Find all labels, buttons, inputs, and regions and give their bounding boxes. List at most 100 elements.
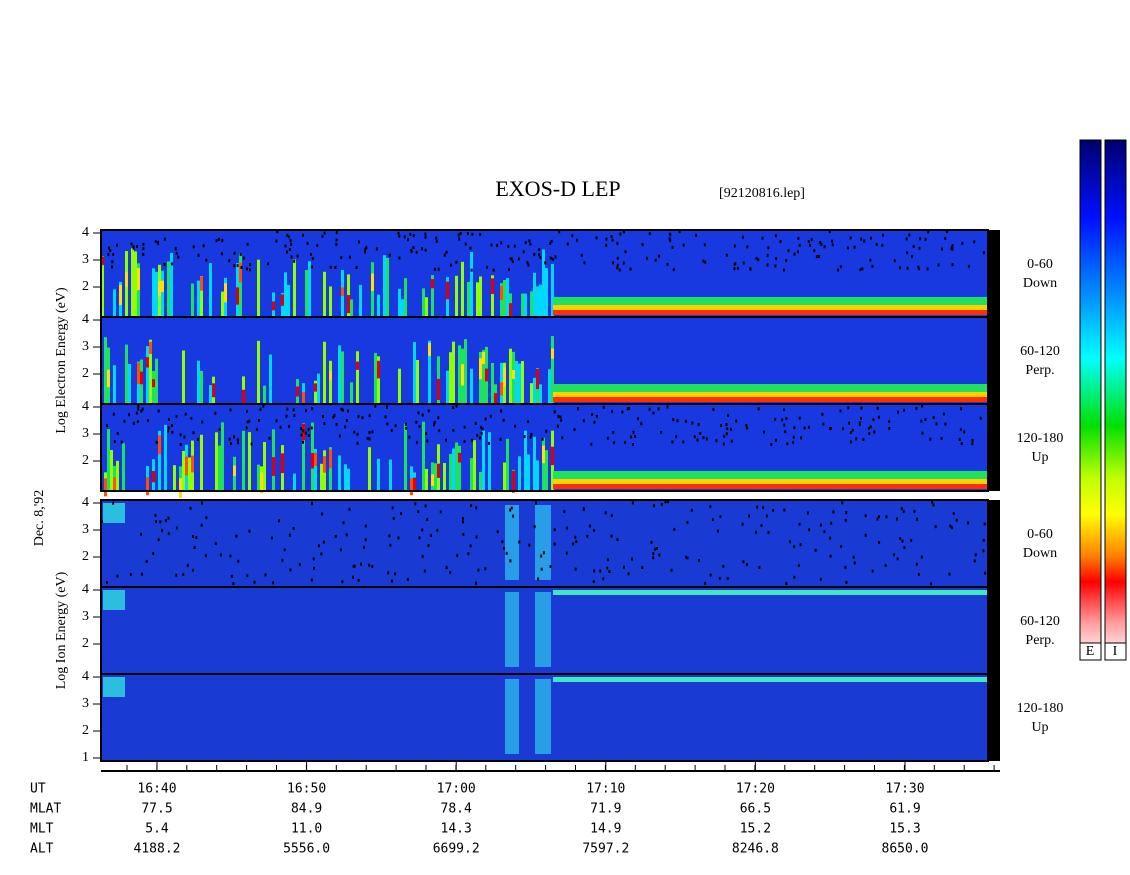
streak xyxy=(221,422,224,491)
dot xyxy=(912,244,915,248)
dot xyxy=(628,407,631,411)
blob xyxy=(103,677,125,697)
streak xyxy=(533,436,536,491)
dot xyxy=(940,247,943,251)
dot xyxy=(745,423,748,427)
dot xyxy=(641,243,644,247)
dot xyxy=(518,540,521,544)
streak xyxy=(398,288,401,317)
dot xyxy=(310,426,313,430)
dot xyxy=(433,420,436,424)
dot xyxy=(983,571,986,575)
streak xyxy=(521,293,524,317)
dot xyxy=(286,233,289,237)
dot xyxy=(179,442,182,446)
dot xyxy=(549,241,552,245)
dot xyxy=(916,517,919,521)
streak xyxy=(488,432,491,491)
dot xyxy=(514,424,517,428)
streak xyxy=(509,348,512,404)
dot xyxy=(488,441,491,445)
dot xyxy=(798,416,801,420)
dot xyxy=(982,538,985,542)
dot xyxy=(183,435,186,439)
dot xyxy=(574,535,577,539)
dot xyxy=(154,239,157,243)
dot xyxy=(510,506,513,510)
y-tick-label: 3 xyxy=(82,339,89,354)
dot xyxy=(652,411,655,415)
dot xyxy=(654,258,657,262)
dot xyxy=(697,558,700,562)
dot xyxy=(175,573,178,577)
dot xyxy=(475,581,478,585)
dot xyxy=(456,554,459,558)
dot xyxy=(275,419,278,423)
streak xyxy=(431,279,434,289)
dot xyxy=(507,245,510,249)
dot xyxy=(300,427,303,431)
dot xyxy=(844,565,847,569)
dot xyxy=(496,243,499,247)
dot xyxy=(540,567,543,571)
dot xyxy=(484,417,487,421)
dot xyxy=(523,435,526,439)
streak xyxy=(113,477,116,491)
streak xyxy=(413,477,416,490)
dot xyxy=(307,428,310,432)
dot xyxy=(709,573,712,577)
streak xyxy=(518,363,521,404)
streak xyxy=(101,256,104,266)
y-axis-label: Log Ion Energy (eV) xyxy=(54,571,69,689)
streak xyxy=(197,360,200,404)
dot xyxy=(875,242,878,246)
streak xyxy=(425,297,428,317)
dot xyxy=(983,522,986,526)
streak xyxy=(509,303,512,316)
dot xyxy=(228,259,231,263)
dot xyxy=(293,413,296,417)
dot xyxy=(927,230,930,234)
dot xyxy=(783,508,786,512)
dot xyxy=(214,541,217,545)
dot xyxy=(742,560,745,564)
dot xyxy=(951,263,954,267)
streak xyxy=(155,271,158,317)
dot xyxy=(839,409,842,413)
dot xyxy=(106,424,109,428)
streak xyxy=(215,432,218,491)
y-tick-label: 2 xyxy=(82,723,89,738)
streak xyxy=(152,471,155,483)
dot xyxy=(107,246,110,250)
dot xyxy=(522,250,525,254)
dot xyxy=(559,415,562,419)
dot xyxy=(163,237,166,241)
dot xyxy=(758,565,761,569)
streak xyxy=(110,450,113,491)
dot xyxy=(895,517,898,521)
dot xyxy=(709,505,712,509)
dot xyxy=(845,580,848,584)
dot xyxy=(901,539,904,543)
row-value: 17:10 xyxy=(586,782,625,797)
dot xyxy=(814,548,817,552)
streak xyxy=(197,280,200,317)
dot xyxy=(592,528,595,532)
dot xyxy=(109,248,112,252)
dot xyxy=(921,431,924,435)
streak xyxy=(293,473,296,491)
dot xyxy=(360,562,363,566)
streak xyxy=(305,269,308,317)
dot xyxy=(502,418,505,422)
dot xyxy=(627,572,630,576)
dot xyxy=(705,437,708,441)
dot xyxy=(950,526,953,530)
dot xyxy=(583,261,586,265)
row-value: 15.2 xyxy=(740,822,771,837)
dot xyxy=(931,500,934,504)
streak xyxy=(350,382,353,404)
dot xyxy=(896,557,899,561)
dot xyxy=(345,533,348,537)
dot xyxy=(722,564,725,568)
streak xyxy=(191,283,194,317)
